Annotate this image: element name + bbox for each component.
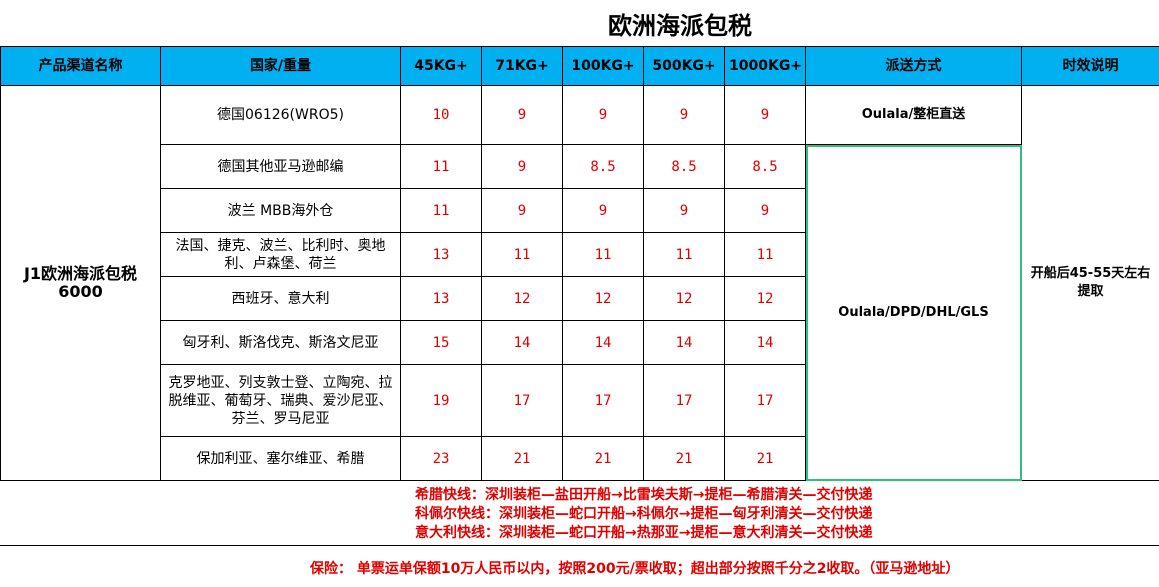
price-cell: 19 (400, 364, 482, 437)
price-cell: 13 (400, 276, 482, 321)
price-cell: 12 (481, 276, 563, 321)
price-cell: 14 (643, 320, 725, 365)
price-cell: 17 (724, 364, 806, 437)
table-row: 波兰 MBB海外仓 11 9 9 9 9 (1, 188, 1159, 233)
country-cell: 法国、捷克、波兰、比利时、奥地利、卢森堡、荷兰 (160, 232, 401, 277)
channel-name: J1欧洲海派包税 (23, 264, 138, 283)
price-cell: 17 (643, 364, 725, 437)
price-cell: 17 (481, 364, 563, 437)
table-row: 克罗地亚、列支敦士登、立陶宛、拉脱维亚、葡萄牙、瑞典、爱沙尼亚、芬兰、罗马尼亚 1… (1, 364, 1159, 437)
column-header: 产品渠道名称 (0, 46, 161, 86)
price-cell: 14 (481, 320, 563, 365)
price-cell: 11 (562, 232, 644, 277)
note-italy: 意大利快线：深圳装柜—蛇口开船→热那亚→提柜—意大利清关—交付快递 (415, 525, 873, 541)
country-cell: 匈牙利、斯洛伐克、斯洛文尼亚 (160, 320, 401, 365)
price-cell: 13 (400, 232, 482, 277)
table-row: 德国其他亚马逊邮编 11 9 8.5 8.5 8.5 Oulala/DPD/DHL/GLS (1, 144, 1159, 481)
page-title: 欧洲海派包税 (608, 11, 752, 40)
price-cell: 11 (400, 144, 482, 189)
timing-cell: 开船后45-55天左右提取 (1021, 85, 1159, 481)
price-cell: 21 (643, 436, 725, 481)
table-row: 法国、捷克、波兰、比利时、奥地利、卢森堡、荷兰 13 11 11 11 11 (1, 232, 1159, 277)
price-cell: 14 (724, 320, 806, 365)
price-cell: 9 (481, 85, 563, 145)
price-cell: 10 (400, 85, 482, 145)
country-cell: 克罗地亚、列支敦士登、立陶宛、拉脱维亚、葡萄牙、瑞典、爱沙尼亚、芬兰、罗马尼亚 (160, 364, 401, 437)
channel-cell: J1欧洲海派包税 6000 (0, 85, 161, 481)
column-header: 500KG+ (643, 46, 725, 86)
delivery-cell: Oulala/整柜直送 (805, 85, 1022, 145)
price-cell: 21 (562, 436, 644, 481)
price-cell: 8.5 (724, 144, 806, 189)
country-cell: 西班牙、意大利 (160, 276, 401, 321)
price-cell: 8.5 (643, 144, 725, 189)
price-cell: 21 (724, 436, 806, 481)
price-cell: 17 (562, 364, 644, 437)
column-header: 派送方式 (805, 46, 1022, 86)
price-cell: 11 (724, 232, 806, 277)
route-notes: 希腊快线：深圳装柜—盐田开船→比雷埃夫斯→提柜—希腊清关—交付快递 科佩尔快线：… (0, 481, 1159, 546)
price-cell: 23 (400, 436, 482, 481)
price-cell: 9 (643, 85, 725, 145)
column-header: 71KG+ (481, 46, 563, 86)
price-cell: 12 (724, 276, 806, 321)
channel-code: 6000 (58, 282, 103, 301)
table-row: 西班牙、意大利 13 12 12 12 12 (1, 276, 1159, 321)
table-row: 保加利亚、塞尔维亚、希腊 23 21 21 21 21 (1, 436, 1159, 481)
price-cell: 9 (481, 188, 563, 233)
column-header: 1000KG+ (724, 46, 806, 86)
column-header: 45KG+ (400, 46, 482, 86)
price-cell: 9 (562, 85, 644, 145)
price-cell: 21 (481, 436, 563, 481)
note-koper: 科佩尔快线：深圳装柜—蛇口开船→科佩尔→提柜—匈牙利清关—交付快递 (415, 506, 873, 522)
price-cell: 15 (400, 320, 482, 365)
country-cell: 波兰 MBB海外仓 (160, 188, 401, 233)
table-row: J1欧洲海派包税 6000 德国06126(WRO5) 10 9 9 9 9 Oulala/整柜… (0, 85, 1159, 481)
note-greece: 希腊快线：深圳装柜—盐田开船→比雷埃夫斯→提柜—希腊清关—交付快递 (415, 487, 873, 503)
price-cell: 9 (481, 144, 563, 189)
column-header: 时效说明 (1021, 46, 1159, 86)
price-cell: 9 (724, 188, 806, 233)
price-cell: 9 (643, 188, 725, 233)
price-cell: 9 (724, 85, 806, 145)
insurance-note: 保险： 单票运单保额10万人民币以内，按照200元/票收取；超出部分按照千分之2… (310, 561, 960, 577)
price-table: 产品渠道名称 国家/重量 45KG+ 71KG+ 100KG+ 500KG+ 1000KG+… (0, 46, 1159, 481)
price-cell: 12 (643, 276, 725, 321)
column-header: 100KG+ (562, 46, 644, 86)
price-cell: 14 (562, 320, 644, 365)
price-cell: 11 (643, 232, 725, 277)
country-cell: 保加利亚、塞尔维亚、希腊 (160, 436, 401, 481)
price-cell: 9 (562, 188, 644, 233)
price-cell: 11 (400, 188, 482, 233)
delivery-cell: Oulala/DPD/DHL/GLS (805, 144, 1022, 481)
price-cell: 11 (481, 232, 563, 277)
country-cell: 德国其他亚马逊邮编 (160, 144, 401, 189)
table-header: 产品渠道名称 国家/重量 45KG+ 71KG+ 100KG+ 500KG+ 1000KG+… (0, 46, 1159, 86)
column-header: 国家/重量 (160, 46, 401, 86)
country-cell: 德国06126(WRO5) (160, 85, 401, 145)
price-cell: 8.5 (562, 144, 644, 189)
price-cell: 12 (562, 276, 644, 321)
